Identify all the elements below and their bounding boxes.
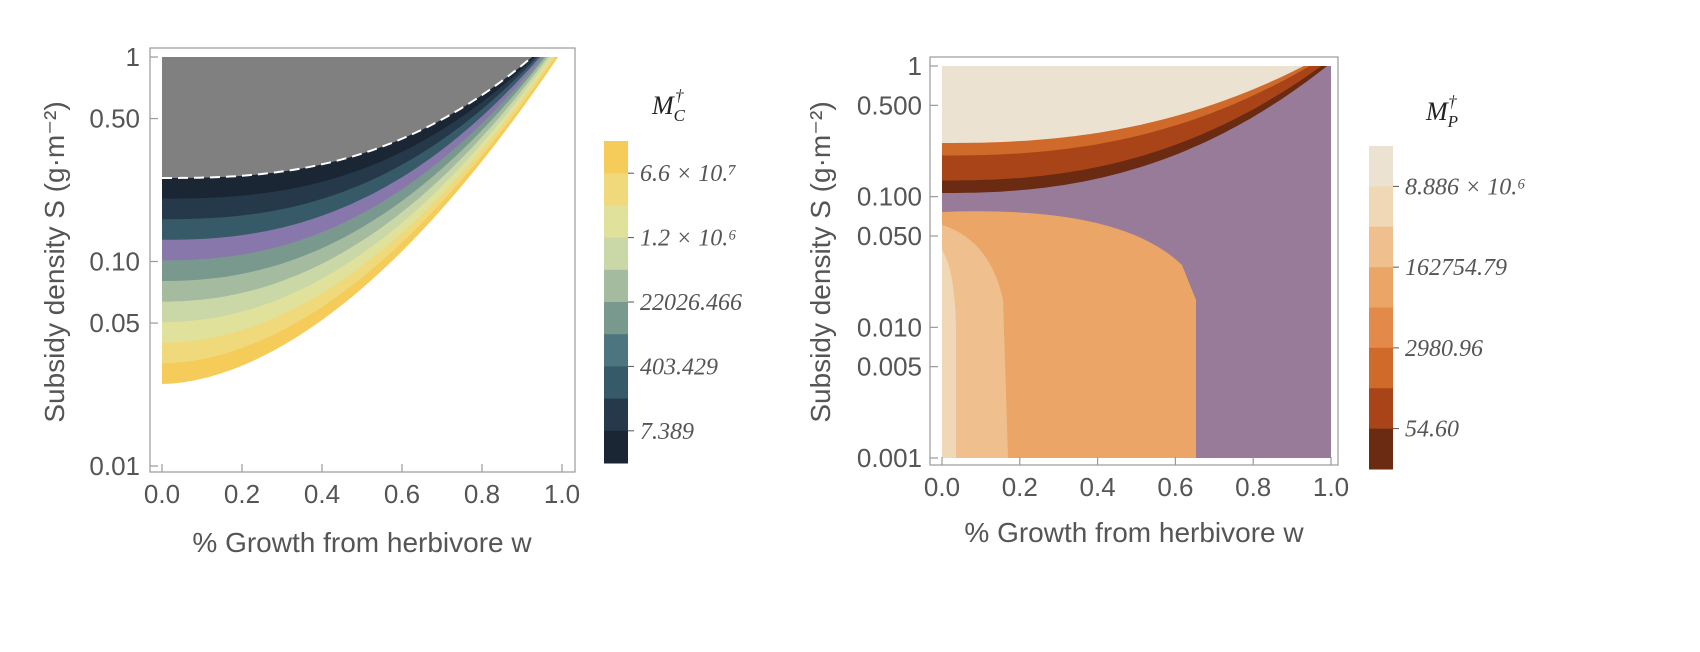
y-tick-label: 0.005 bbox=[857, 352, 922, 382]
legend-swatch bbox=[604, 205, 628, 239]
left-tick-labels: 0.0 0.2 0.4 0.6 0.8 1.0 0.01 0.05 0.10 0.50 1 bbox=[89, 42, 580, 509]
legend-swatch bbox=[1369, 388, 1393, 430]
y-tick-label: 0.050 bbox=[857, 221, 922, 251]
y-tick-label: 1 bbox=[126, 42, 140, 72]
x-tick-label: 0.8 bbox=[464, 479, 500, 509]
legend-swatch bbox=[604, 269, 628, 303]
left-chart: 0.0 0.2 0.4 0.6 0.8 1.0 0.01 0.05 0.10 0.50 1 % Gr… bbox=[39, 42, 742, 558]
legend-label: 54.60 bbox=[1405, 417, 1459, 443]
top-region bbox=[942, 66, 1331, 143]
right-x-axis-label: % Growth from herbivore w bbox=[964, 517, 1304, 548]
y-tick-label: 0.500 bbox=[857, 90, 922, 120]
contour-band bbox=[942, 225, 1008, 458]
legend-swatch bbox=[1369, 186, 1393, 228]
legend-swatch bbox=[604, 237, 628, 271]
right-plot-frame bbox=[929, 56, 1339, 466]
legend-swatch bbox=[604, 141, 628, 174]
x-tick-label: 0.0 bbox=[924, 472, 960, 502]
legend-swatch bbox=[604, 334, 628, 367]
legend-label: 8.886 × 10.⁶ bbox=[1405, 174, 1526, 200]
x-tick-label: 0.0 bbox=[144, 479, 180, 509]
legend-swatch bbox=[1369, 267, 1393, 308]
legend-swatch bbox=[1369, 307, 1393, 349]
legend-swatch bbox=[1369, 347, 1393, 389]
legend-swatch bbox=[604, 398, 628, 432]
right-tick-labels: 0.0 0.2 0.4 0.6 0.8 1.0 0.001 0.005 0.010 0.050 0.… bbox=[857, 51, 1349, 502]
legend-label: 162754.79 bbox=[1405, 255, 1507, 281]
x-tick-label: 0.4 bbox=[1080, 472, 1116, 502]
x-tick-label: 1.0 bbox=[1313, 472, 1349, 502]
legend-swatch bbox=[604, 173, 628, 206]
legend-swatch bbox=[604, 366, 628, 400]
right-y-axis-label: Subsidy density S (g·m⁻²) bbox=[805, 101, 836, 422]
x-tick-label: 0.4 bbox=[304, 479, 340, 509]
y-tick-label: 0.50 bbox=[89, 104, 140, 134]
x-tick-label: 0.2 bbox=[1002, 472, 1038, 502]
boundary-line bbox=[162, 57, 533, 179]
x-tick-label: 0.2 bbox=[224, 479, 260, 509]
left-x-axis-label: % Growth from herbivore w bbox=[192, 527, 532, 558]
y-tick-label: 1 bbox=[908, 51, 922, 81]
left-legend-title: MC† bbox=[651, 86, 686, 125]
right-legend: 8.886 × 10.⁶ 162754.79 2980.96 54.60 bbox=[1369, 146, 1526, 470]
y-tick-label: 0.001 bbox=[857, 443, 922, 473]
left-axis-ticks bbox=[150, 56, 563, 472]
x-tick-label: 0.8 bbox=[1235, 472, 1271, 502]
contour-band bbox=[942, 250, 956, 458]
y-tick-label: 0.05 bbox=[89, 308, 140, 338]
legend-label: 7.389 bbox=[640, 419, 694, 445]
legend-swatch bbox=[604, 302, 628, 335]
legend-label: 1.2 × 10.⁶ bbox=[640, 226, 737, 252]
left-y-axis-label: Subsidy density S (g·m⁻²) bbox=[39, 101, 70, 422]
legend-label: 6.6 × 10.⁷ bbox=[640, 161, 737, 187]
x-tick-label: 1.0 bbox=[544, 479, 580, 509]
legend-label: 403.429 bbox=[640, 354, 718, 380]
legend-swatch bbox=[604, 430, 628, 464]
y-tick-label: 0.10 bbox=[89, 247, 140, 277]
legend-swatch bbox=[1369, 428, 1393, 470]
y-tick-label: 0.100 bbox=[857, 182, 922, 212]
right-chart: 0.0 0.2 0.4 0.6 0.8 1.0 0.001 0.005 0.010 0.050 0.… bbox=[805, 51, 1526, 548]
y-tick-label: 0.01 bbox=[89, 451, 140, 481]
left-contour-bands bbox=[162, 57, 574, 384]
legend-swatch bbox=[1369, 146, 1393, 187]
legend-swatch bbox=[1369, 226, 1393, 268]
right-axis-ticks bbox=[930, 65, 1332, 465]
x-tick-label: 0.6 bbox=[1157, 472, 1193, 502]
y-tick-label: 0.010 bbox=[857, 312, 922, 342]
left-legend: 6.6 × 10.⁷ 1.2 × 10.⁶ 22026.466 403.429 7.38… bbox=[604, 141, 742, 464]
undefined-region bbox=[162, 57, 574, 178]
x-tick-label: 0.6 bbox=[384, 479, 420, 509]
legend-label: 2980.96 bbox=[1405, 336, 1483, 362]
legend-label: 22026.466 bbox=[640, 290, 742, 316]
right-contour-bands bbox=[942, 66, 1331, 458]
left-plot-frame bbox=[149, 47, 576, 473]
right-legend-title: MP† bbox=[1425, 92, 1458, 131]
